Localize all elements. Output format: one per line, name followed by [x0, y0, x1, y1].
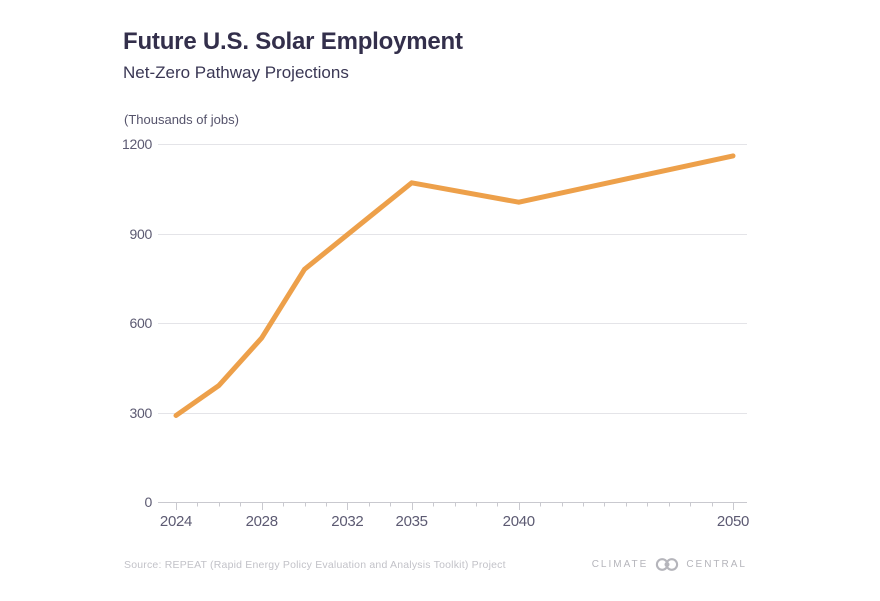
climate-central-rings-icon	[656, 558, 679, 571]
chart-subtitle: Net-Zero Pathway Projections	[123, 63, 349, 82]
chart-header: Future U.S. Solar Employment Net-Zero Pa…	[123, 28, 463, 83]
x-axis-tick-label: 2040	[502, 513, 535, 530]
solar-employment-line	[173, 153, 736, 418]
brand-word-climate: CLIMATE	[591, 559, 649, 570]
x-axis-tick-label: 2028	[245, 513, 278, 530]
x-axis-tick-label: 2050	[716, 513, 750, 530]
y-axis-tick-label: 900	[129, 225, 153, 242]
y-axis-tick-label: 300	[129, 404, 153, 421]
brand-word-central: CENTRAL	[686, 559, 747, 570]
x-axis-tick-label: 2032	[331, 513, 364, 530]
y-axis-tick-label: 1200	[122, 136, 152, 152]
climate-central-brand: CLIMATE CENTRAL	[592, 557, 747, 572]
source-note: Source: REPEAT (Rapid Energy Policy Eval…	[124, 559, 506, 571]
x-axis-tick-label: 2035	[395, 513, 428, 530]
x-axis-tick-label: 2024	[159, 513, 193, 530]
y-axis-tick-label: 0	[144, 494, 153, 510]
y-axis-tick-label: 600	[129, 315, 153, 331]
y-axis-unit-label: (Thousands of jobs)	[124, 112, 239, 127]
chart-title: Future U.S. Solar Employment	[123, 28, 463, 55]
